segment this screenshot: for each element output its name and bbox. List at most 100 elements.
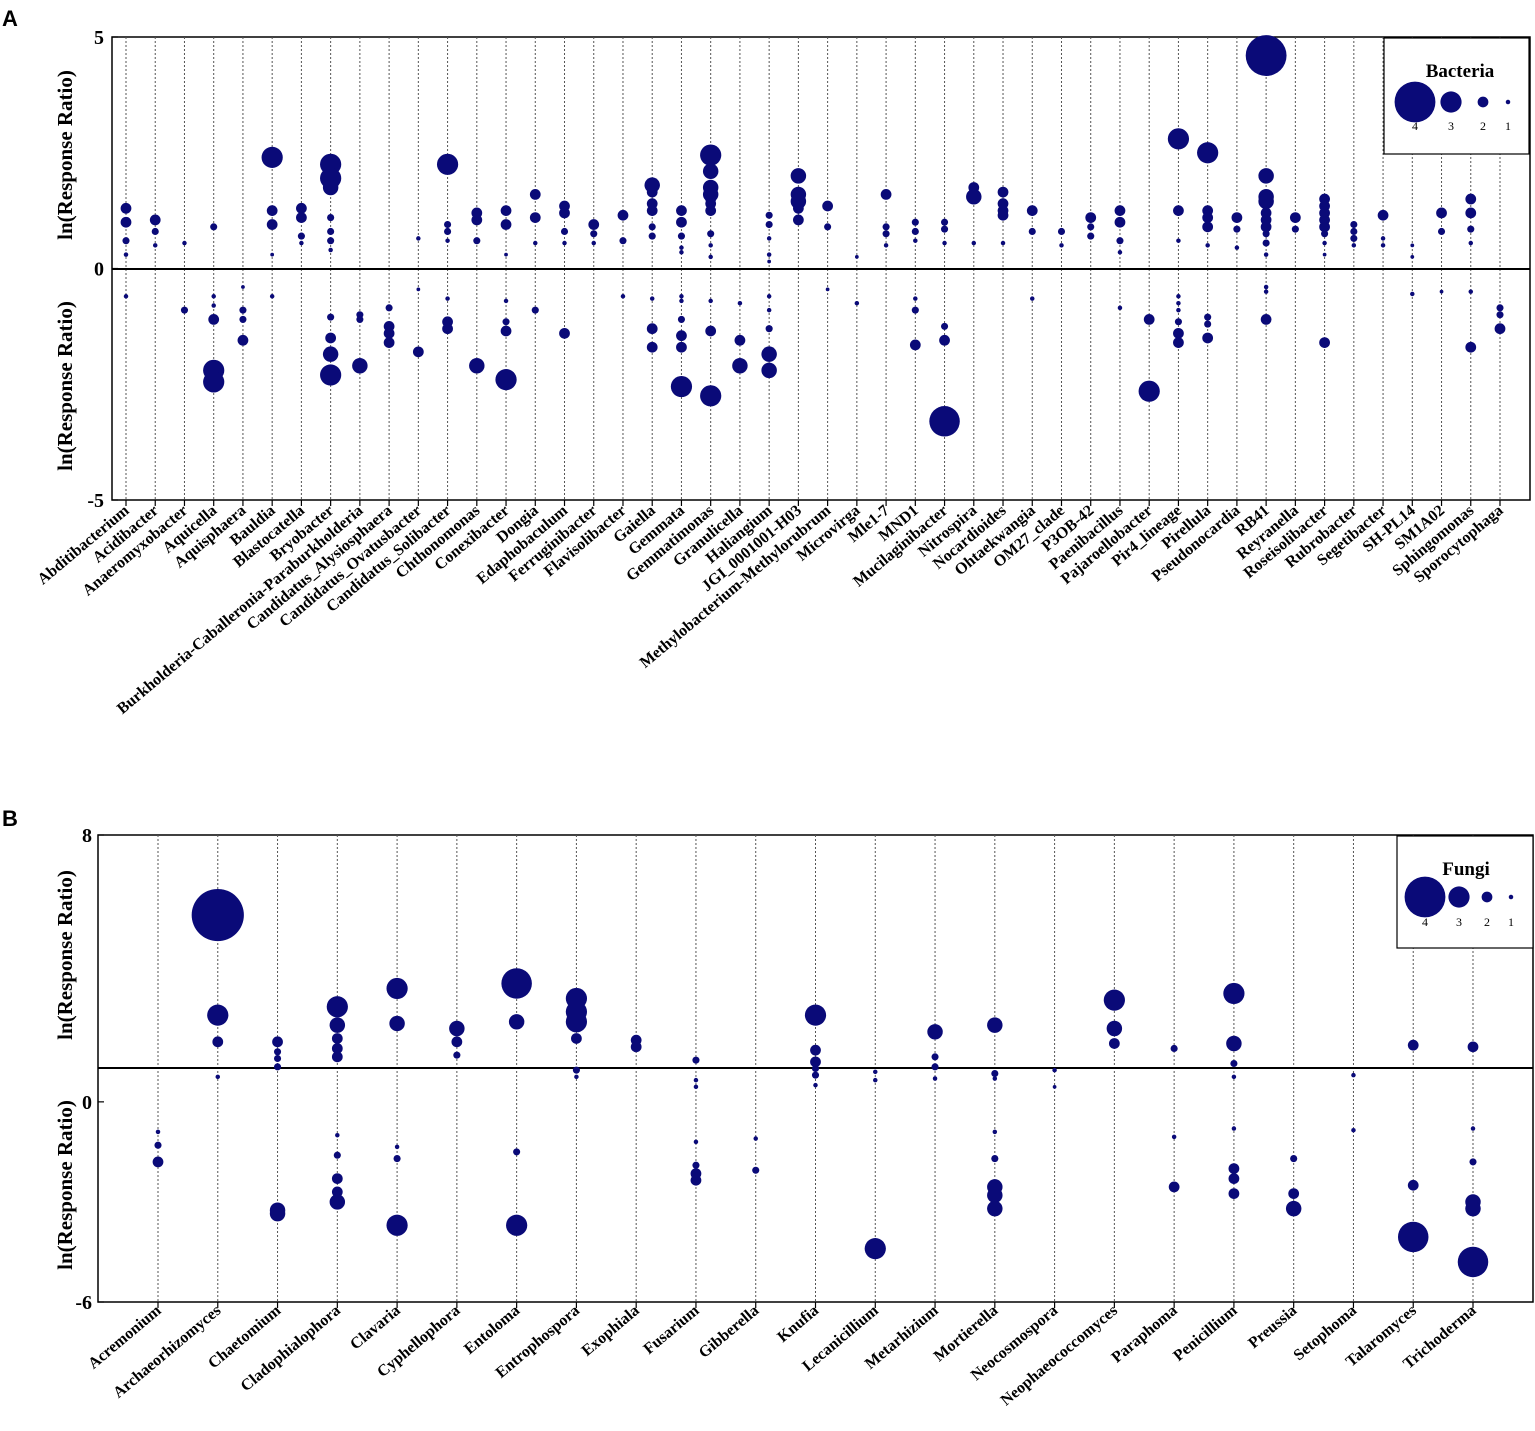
panel-a-point [1138,380,1160,402]
panel-b-point [329,1194,346,1210]
panel-a-point [211,294,216,299]
panel-b-point [810,1044,821,1056]
panel-a-point [1258,193,1274,210]
panel-a-point [1204,313,1212,321]
panel-a-legend-marker [1394,81,1436,123]
panel-b-point [1223,982,1245,1005]
panel-a-point [765,220,773,229]
panel-a-point [1260,221,1272,233]
panel-a-point [1321,230,1329,238]
panel-a-y-tick-label: -5 [87,490,104,512]
panel-b-point [987,1017,1003,1033]
panel-a-point [761,362,777,379]
panel-a-legend-label: 4 [1412,119,1418,133]
panel-b-x-label: Preussia [1245,1302,1300,1352]
panel-b-point [810,1056,821,1068]
panel-a-point [500,205,512,217]
panel-a-point [825,287,830,292]
panel-b-point [508,1014,525,1030]
panel-a-point [617,209,629,221]
panel-b-point [864,1238,886,1260]
panel-b-point [449,1020,465,1037]
panel-b-point [1465,1200,1481,1217]
panel-b-point [501,968,532,999]
panel-a-point [700,144,722,166]
panel-a-legend-label: 3 [1448,119,1454,133]
panel-a-point [913,238,918,243]
panel-b-legend-label: 2 [1484,915,1490,929]
panel-b-point [1467,1041,1479,1053]
panel-b-point [571,1033,582,1044]
panel-a-point [1494,323,1506,335]
panel-a-point [529,189,541,200]
panel-b-point [753,1136,758,1141]
panel-b-point [1231,1074,1237,1080]
panel-a-point [929,406,960,437]
panel-b-point [804,1004,827,1026]
panel-a-point [182,240,187,246]
panel-b-point [1052,1067,1057,1073]
panel-a-point [1173,205,1184,217]
panel-b-point [1231,1126,1237,1131]
panel-a-point [679,245,684,250]
panel-b-point [393,1155,401,1163]
panel-b-point [1407,1179,1419,1191]
panel-a-point [442,323,453,335]
panel-a-point [1114,205,1126,217]
panel-a-point [562,240,567,246]
panel-a-point [352,357,368,374]
panel-a-legend-marker [1440,91,1462,113]
panel-a-point [1410,243,1415,248]
panel-b-legend-label: 4 [1422,915,1428,929]
panel-a-point [708,254,713,260]
panel-a-point [676,216,687,228]
panel-a-point [676,341,687,353]
panel-a-ylabel-bottom: ln(Response Ratio) [53,301,77,471]
panel-b-point [1106,1020,1123,1037]
panel-a-point [1204,320,1212,328]
panel-a-point [1410,291,1415,297]
panel-b-point [152,1156,164,1168]
panel-b-point [215,1074,221,1080]
panel-a-y-ticks: 5 0 -5 [87,27,118,512]
panel-b-point [873,1069,878,1075]
panel-b-point [690,1174,702,1186]
panel-a-point [1143,314,1155,325]
panel-b-ylabel-top: ln(Response Ratio) [53,870,77,1040]
panel-a-point [1350,234,1358,242]
panel-a-guides [125,37,1501,500]
panel-a-point [707,230,715,238]
panel-a-point [383,327,395,339]
panel-b-legend-marker [1508,894,1514,900]
panel-a-point [939,334,950,346]
panel-a-point [1380,236,1386,241]
panel-b-legend-marker [1404,876,1446,918]
panel-a-point [120,216,132,228]
panel-a-point [941,322,949,330]
panel-a-point [208,314,220,325]
panel-a-point [677,232,685,240]
panel-a-point [1410,255,1415,259]
panel-a-point [123,252,129,257]
panel-a-point [1176,300,1181,306]
panel-a-point [533,240,538,246]
panel-b-x-label: Exophiala [579,1302,643,1360]
panel-a-point [502,318,510,326]
panel-a-point [649,296,655,301]
panel-a-point [327,227,335,236]
panel-b-point [331,1051,343,1063]
panel-b-x-label: Neophaeococcomyces [998,1302,1121,1409]
panel-a-point [1260,314,1272,325]
panel-a-point [416,287,421,292]
panel-a-point [1117,250,1123,255]
panel-a-point [679,294,684,299]
panel-a-point [882,223,890,231]
panel-b-point [1397,1221,1429,1253]
panel-a-point [648,232,656,240]
panel-b-x-label: Penicillium [1170,1302,1241,1365]
panel-a-point [1468,289,1474,294]
panel-a-point [327,237,335,245]
panel-a-point [620,294,626,299]
panel-b-point [811,1071,820,1079]
panel-a-point [765,211,773,219]
